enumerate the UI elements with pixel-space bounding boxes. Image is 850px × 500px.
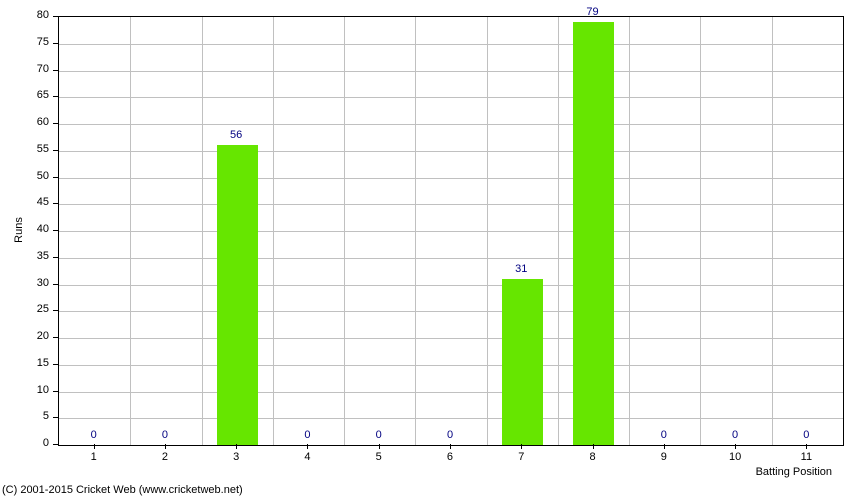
- x-tick-label: 6: [414, 451, 485, 463]
- y-tick-label: 10: [0, 384, 49, 396]
- y-tick-mark: [53, 284, 58, 285]
- x-tick-mark: [236, 444, 237, 449]
- y-tick-mark: [53, 43, 58, 44]
- y-gridline: [59, 311, 843, 312]
- bar: [502, 279, 543, 445]
- chart-container: 05101520253035404550556065707580 0102563…: [0, 0, 850, 500]
- y-tick-mark: [53, 310, 58, 311]
- bar-value-label: 56: [230, 129, 242, 141]
- x-axis-label: Batting Position: [756, 466, 832, 478]
- x-tick-mark: [521, 444, 522, 449]
- y-tick-mark: [53, 391, 58, 392]
- x-tick-mark: [379, 444, 380, 449]
- bar: [217, 145, 258, 445]
- plot-area: [58, 16, 844, 446]
- y-gridline: [59, 151, 843, 152]
- x-gridline: [629, 17, 630, 445]
- y-tick-mark: [53, 203, 58, 204]
- x-gridline: [487, 17, 488, 445]
- bar-value-label: 0: [732, 429, 738, 441]
- x-tick-mark: [94, 444, 95, 449]
- bar-value-label: 0: [376, 429, 382, 441]
- bar-value-label: 0: [803, 429, 809, 441]
- y-tick-label: 80: [0, 9, 49, 21]
- y-gridline: [59, 418, 843, 419]
- copyright-text: (C) 2001-2015 Cricket Web (www.cricketwe…: [2, 484, 243, 496]
- y-tick-label: 75: [0, 36, 49, 48]
- y-tick-mark: [53, 96, 58, 97]
- x-tick-mark: [664, 444, 665, 449]
- bar-value-label: 0: [447, 429, 453, 441]
- y-tick-mark: [53, 150, 58, 151]
- x-tick-mark: [165, 444, 166, 449]
- bar-value-label: 31: [515, 263, 527, 275]
- x-tick-label: 11: [771, 451, 842, 463]
- y-gridline: [59, 258, 843, 259]
- x-gridline: [558, 17, 559, 445]
- x-gridline: [130, 17, 131, 445]
- x-gridline: [415, 17, 416, 445]
- y-tick-label: 65: [0, 89, 49, 101]
- x-tick-label: 7: [486, 451, 557, 463]
- y-tick-label: 20: [0, 330, 49, 342]
- y-tick-mark: [53, 337, 58, 338]
- y-tick-mark: [53, 417, 58, 418]
- y-tick-label: 30: [0, 277, 49, 289]
- bar-value-label: 79: [586, 6, 598, 18]
- y-gridline: [59, 365, 843, 366]
- x-gridline: [273, 17, 274, 445]
- bar-value-label: 0: [91, 429, 97, 441]
- y-gridline: [59, 392, 843, 393]
- x-tick-label: 2: [129, 451, 200, 463]
- y-tick-label: 25: [0, 303, 49, 315]
- y-tick-mark: [53, 257, 58, 258]
- y-tick-label: 15: [0, 357, 49, 369]
- y-gridline: [59, 204, 843, 205]
- y-gridline: [59, 71, 843, 72]
- x-gridline: [344, 17, 345, 445]
- y-tick-mark: [53, 230, 58, 231]
- bar-value-label: 0: [162, 429, 168, 441]
- bar-value-label: 0: [661, 429, 667, 441]
- y-tick-label: 70: [0, 63, 49, 75]
- x-tick-label: 1: [58, 451, 129, 463]
- y-tick-mark: [53, 177, 58, 178]
- y-tick-label: 55: [0, 143, 49, 155]
- y-gridline: [59, 44, 843, 45]
- y-tick-label: 50: [0, 170, 49, 182]
- y-gridline: [59, 178, 843, 179]
- x-tick-mark: [450, 444, 451, 449]
- x-tick-mark: [307, 444, 308, 449]
- x-tick-mark: [593, 444, 594, 449]
- bar-value-label: 0: [304, 429, 310, 441]
- y-tick-mark: [53, 364, 58, 365]
- x-gridline: [772, 17, 773, 445]
- y-tick-mark: [53, 70, 58, 71]
- x-tick-label: 9: [628, 451, 699, 463]
- y-tick-label: 35: [0, 250, 49, 262]
- y-gridline: [59, 338, 843, 339]
- x-tick-mark: [806, 444, 807, 449]
- y-axis-label: Runs: [13, 217, 25, 243]
- y-tick-label: 0: [0, 437, 49, 449]
- x-tick-label: 5: [343, 451, 414, 463]
- x-tick-mark: [735, 444, 736, 449]
- x-gridline: [202, 17, 203, 445]
- y-tick-label: 60: [0, 116, 49, 128]
- y-gridline: [59, 231, 843, 232]
- x-tick-label: 4: [272, 451, 343, 463]
- y-tick-mark: [53, 123, 58, 124]
- x-gridline: [700, 17, 701, 445]
- x-tick-label: 10: [699, 451, 770, 463]
- y-tick-label: 5: [0, 410, 49, 422]
- y-tick-mark: [53, 16, 58, 17]
- bar: [573, 22, 614, 445]
- y-tick-mark: [53, 444, 58, 445]
- y-gridline: [59, 285, 843, 286]
- y-gridline: [59, 97, 843, 98]
- y-gridline: [59, 124, 843, 125]
- x-tick-label: 8: [557, 451, 628, 463]
- y-tick-label: 45: [0, 196, 49, 208]
- x-tick-label: 3: [201, 451, 272, 463]
